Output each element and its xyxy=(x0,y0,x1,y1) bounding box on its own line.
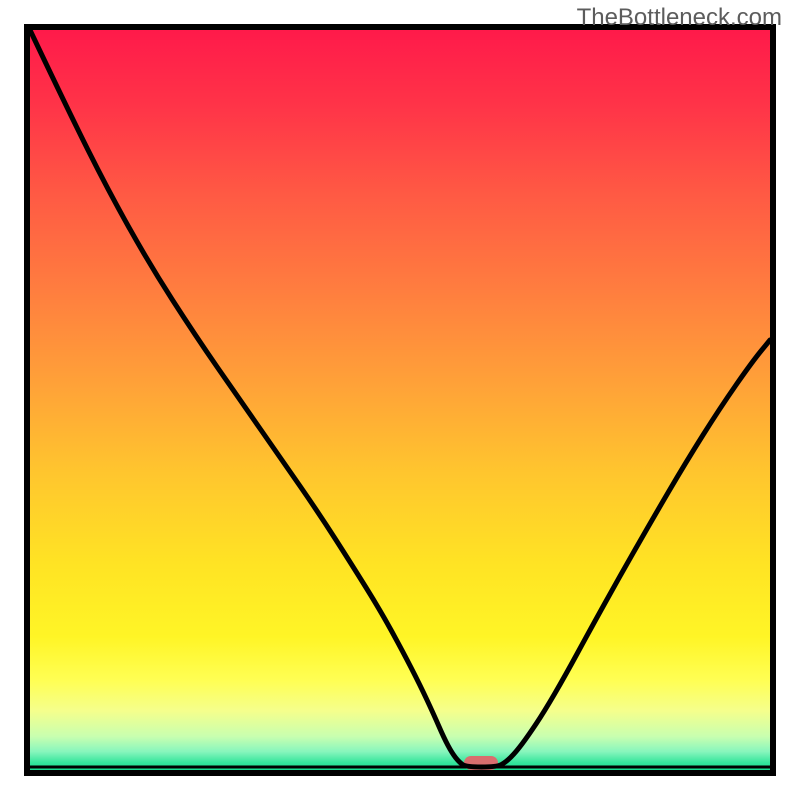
bottleneck-chart-svg xyxy=(0,0,800,800)
chart-frame: TheBottleneck.com xyxy=(0,0,800,800)
plot-clipped-group xyxy=(30,30,770,770)
gradient-background xyxy=(30,30,770,770)
